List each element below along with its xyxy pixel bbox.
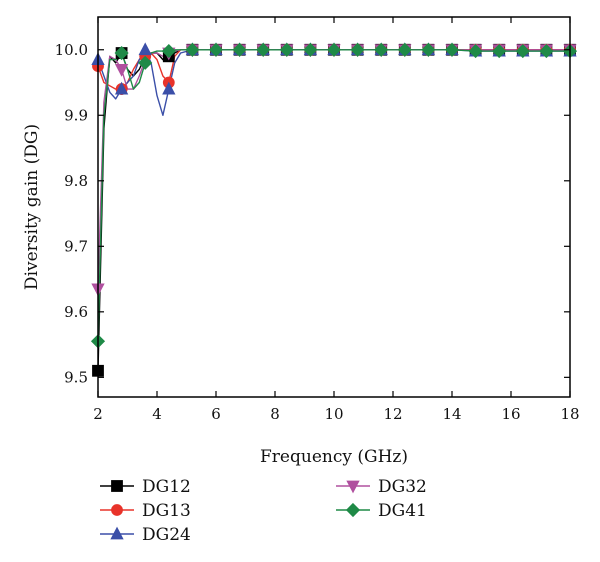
y-axis-title: Diversity gain (DG) [22, 124, 42, 290]
legend-marker-dg32 [346, 480, 360, 494]
legend-label-dg13: DG13 [142, 501, 191, 521]
data-point-dg41 [279, 42, 294, 57]
x-tick-label: 16 [501, 405, 520, 423]
axis-layer: 2 4 6 8 10 12 14 16 18 9.5 9.6 9.7 9.8 9.9 10.0 [55, 17, 580, 423]
data-point-dg41 [208, 42, 224, 57]
data-point-dg41 [444, 42, 460, 57]
data-point-dg24 [162, 81, 176, 95]
data-point-dg24 [114, 81, 129, 95]
data-point-dg41 [232, 42, 247, 57]
legend-label-dg24: DG24 [142, 525, 191, 545]
legend-marker-dg24 [110, 526, 124, 540]
legend-label-dg12: DG12 [142, 477, 191, 497]
y-tick-label: 9.5 [64, 368, 88, 386]
series-layer [97, 49, 570, 371]
data-point-dg41 [421, 42, 436, 57]
legend-label-dg41: DG41 [378, 501, 427, 521]
x-tick-label: 2 [93, 405, 103, 423]
data-point-dg41 [114, 45, 129, 61]
x-tick-label: 12 [383, 405, 402, 423]
x-axis-title: Frequency (GHz) [260, 447, 408, 467]
data-point-dg41 [161, 44, 176, 59]
x-tick-label: 6 [211, 405, 221, 423]
y-tick-label: 9.8 [64, 172, 88, 190]
data-point-dg41 [303, 42, 318, 57]
y-tick-label: 10.0 [55, 41, 88, 59]
data-point-dg41 [256, 42, 271, 57]
x-tick-label: 8 [270, 405, 280, 423]
data-point-dg24 [138, 42, 152, 56]
data-point-dg41 [539, 44, 554, 59]
data-point-dg41 [326, 42, 342, 57]
data-point-dg41 [350, 42, 365, 57]
marker-layer [90, 42, 578, 377]
y-tick-label: 9.6 [64, 303, 88, 321]
legend-label-dg32: DG32 [378, 477, 427, 497]
x-tick-label: 4 [152, 405, 162, 423]
plot-frame [97, 16, 571, 398]
legend-marker-dg12 [111, 480, 123, 492]
data-point-dg32 [114, 64, 129, 77]
data-point-dg41 [515, 44, 530, 59]
x-tick-label: 14 [442, 405, 461, 423]
data-point-dg41 [397, 42, 412, 57]
series-line-dg12 [97, 49, 570, 371]
y-tick-label: 9.7 [64, 237, 88, 255]
x-tick-label: 18 [560, 405, 579, 423]
legend-marker-dg13 [111, 504, 123, 516]
data-point-dg41 [374, 42, 389, 57]
data-point-dg41 [185, 42, 200, 57]
legend: DG12 DG13 DG24 DG32 DG41 [100, 477, 427, 545]
legend-marker-dg41 [345, 502, 361, 518]
data-point-dg41 [468, 44, 483, 59]
x-tick-label: 10 [324, 405, 343, 423]
data-point-dg41 [492, 44, 507, 59]
y-tick-label: 9.9 [64, 106, 88, 124]
data-point-dg41 [138, 55, 153, 70]
